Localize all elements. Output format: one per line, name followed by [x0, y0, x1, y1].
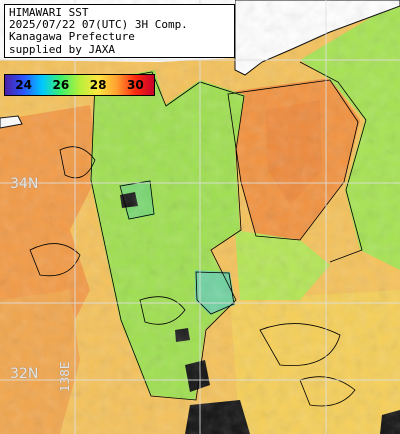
colorbar-tick-28: 28 — [89, 78, 107, 92]
lon-label-138e: 138E — [58, 361, 72, 393]
temperature-colorbar: 24 26 28 30 — [4, 74, 155, 96]
header-datetime: 2025/07/22 07(UTC) 3H Comp. — [9, 18, 188, 32]
header-supplier: supplied by JAXA — [9, 42, 115, 56]
header-region: Kanagawa Prefecture — [9, 30, 135, 44]
colorbar-tick-26: 26 — [52, 78, 70, 92]
header-title: HIMAWARI SST — [9, 6, 89, 19]
colorbar-tick-30: 30 — [127, 78, 144, 92]
lat-label-32n: 32N — [10, 366, 39, 382]
colorbar-tick-24: 24 — [15, 78, 32, 92]
info-box: HIMAWARI SST 2025/07/22 07(UTC) 3H Comp.… — [4, 4, 235, 58]
lat-label-34n: 34N — [10, 176, 39, 192]
isotherm-contours — [29, 61, 367, 407]
